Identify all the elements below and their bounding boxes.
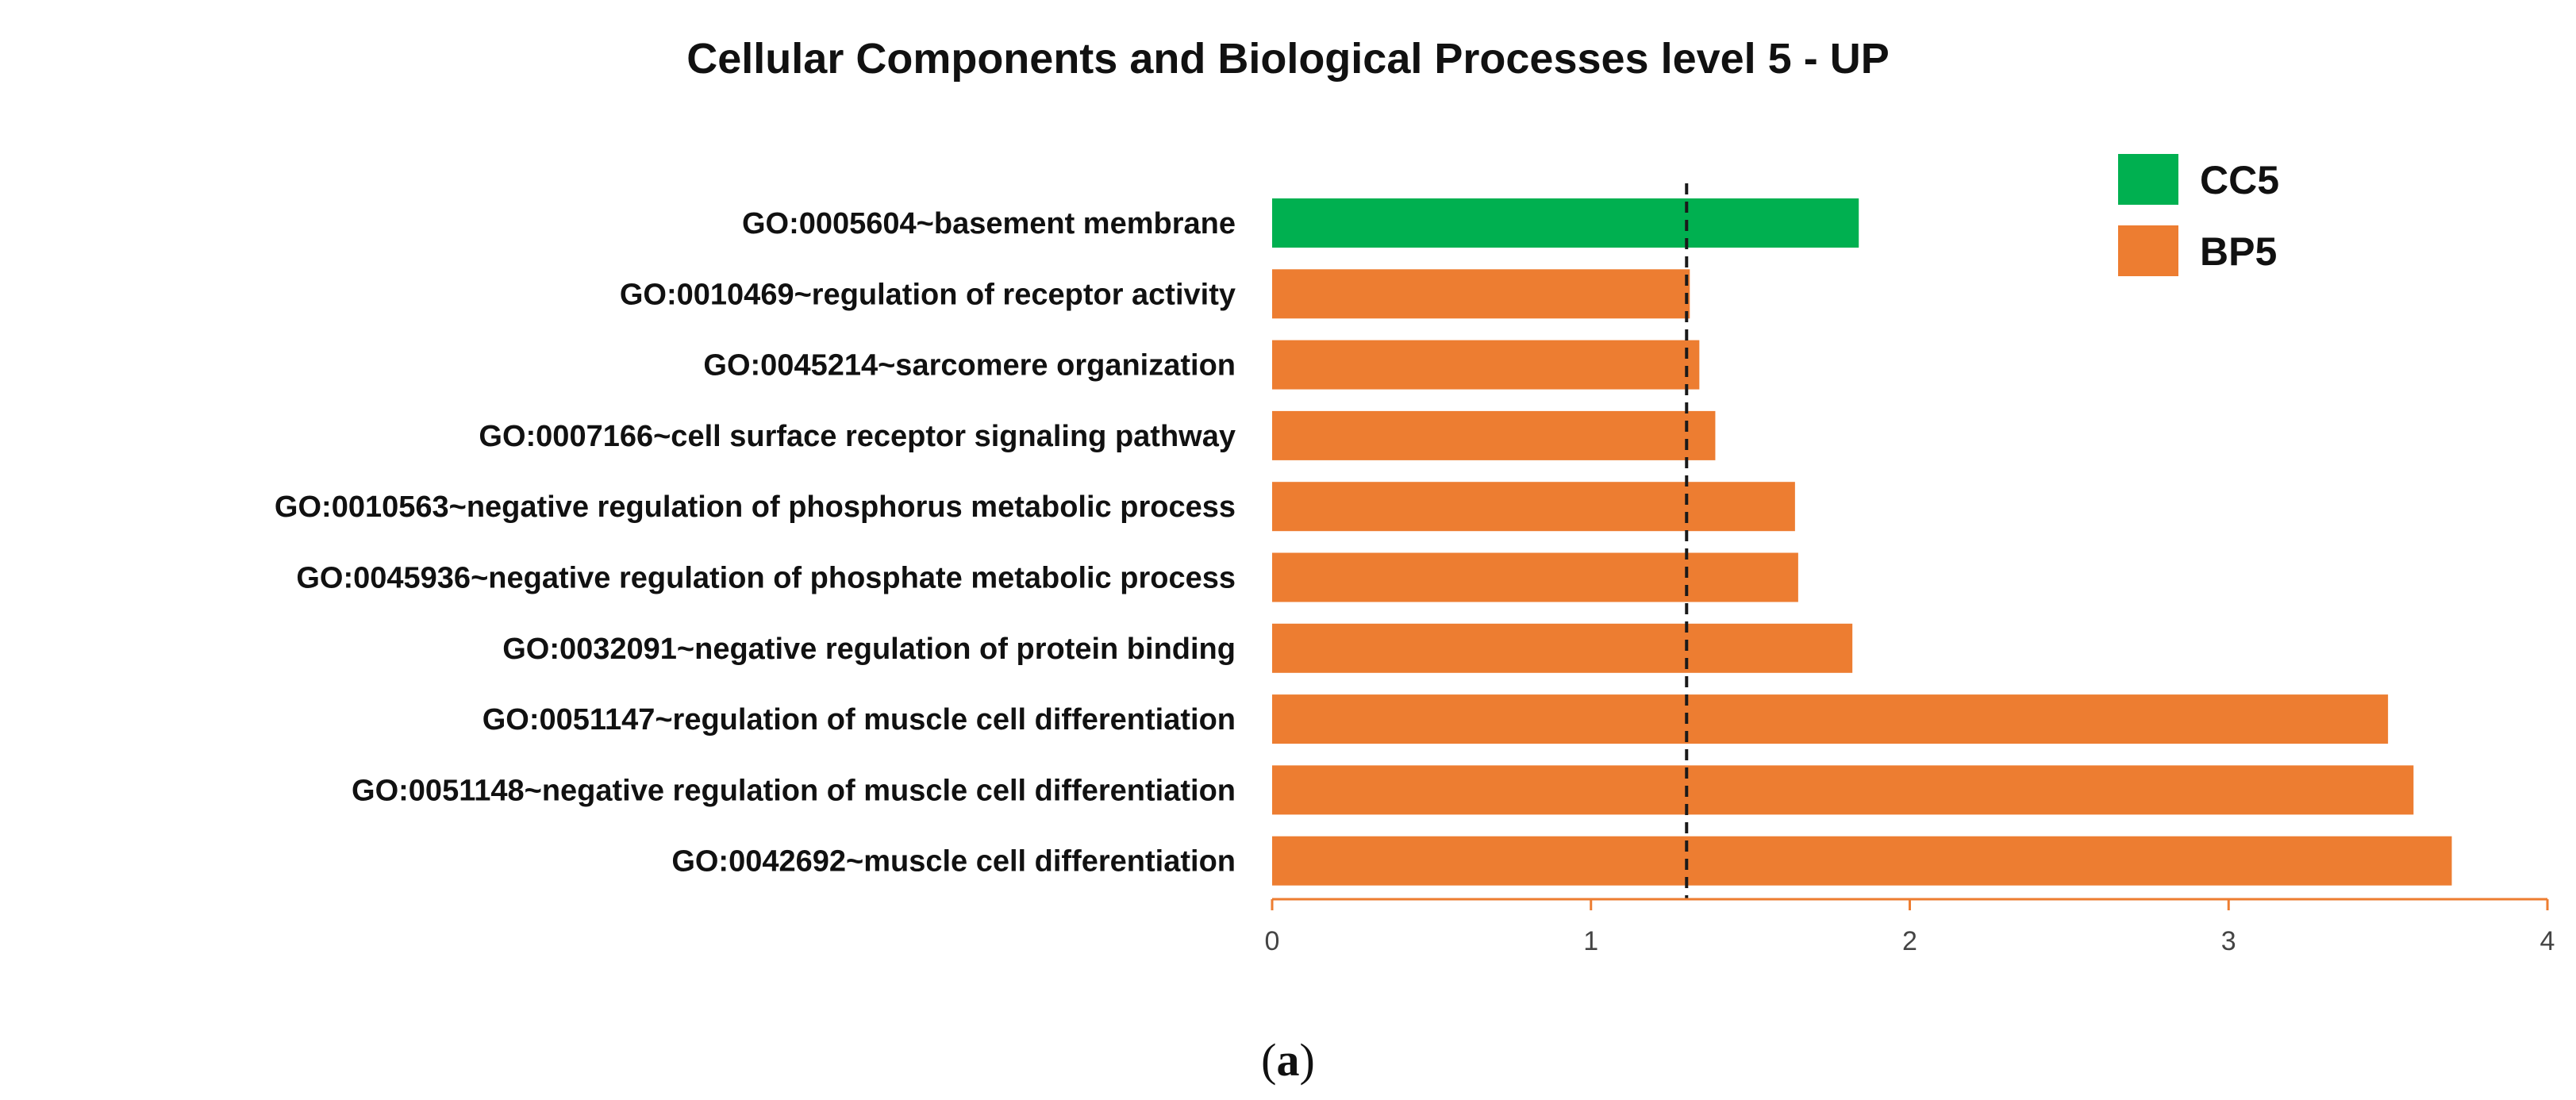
- bar-1: [1272, 198, 1859, 248]
- bar-8: [1272, 694, 2389, 744]
- category-label: GO:0010469~regulation of receptor activi…: [620, 278, 1236, 311]
- category-label: GO:0045214~sarcomere organization: [703, 349, 1236, 383]
- chart-title: Cellular Components and Biological Proce…: [686, 35, 1889, 83]
- category-label: GO:0010563~negative regulation of phosph…: [275, 490, 1236, 524]
- bar-10: [1272, 836, 2452, 886]
- category-label: GO:0007166~cell surface receptor signali…: [479, 420, 1236, 453]
- bars-layer: [1272, 183, 2452, 899]
- category-label: GO:0051147~regulation of muscle cell dif…: [483, 703, 1236, 737]
- caption-open: (: [1261, 1034, 1276, 1086]
- caption-close: ): [1300, 1034, 1315, 1086]
- legend-swatch-cc5: [2118, 154, 2178, 205]
- bar-5: [1272, 482, 1795, 532]
- category-label: GO:0042692~muscle cell differentiation: [671, 845, 1236, 879]
- x-tick-label: 0: [1265, 926, 1280, 956]
- x-axis: 0 1 2 3 4: [1265, 898, 2555, 956]
- category-label: GO:0032091~negative regulation of protei…: [502, 633, 1236, 666]
- bar-2: [1272, 269, 1690, 319]
- category-label: GO:0045936~negative regulation of phosph…: [296, 562, 1236, 595]
- figure-caption: (a): [1261, 1034, 1315, 1086]
- x-tick-label: 3: [2221, 926, 2236, 956]
- bar-6: [1272, 552, 1798, 602]
- bar-9: [1272, 765, 2414, 815]
- category-label: GO:0005604~basement membrane: [742, 207, 1236, 240]
- legend-label-bp5: BP5: [2200, 229, 2277, 274]
- category-labels: GO:0005604~basement membrane GO:0010469~r…: [275, 207, 1236, 879]
- legend: CC5 BP5: [2118, 154, 2279, 276]
- bar-3: [1272, 340, 1700, 390]
- legend-swatch-bp5: [2118, 225, 2178, 276]
- bar-7: [1272, 623, 1853, 673]
- bar-4: [1272, 410, 1716, 460]
- legend-label-cc5: CC5: [2200, 158, 2279, 202]
- x-tick-label: 4: [2540, 926, 2555, 956]
- category-label: GO:0051148~negative regulation of muscle…: [352, 774, 1236, 807]
- x-tick-label: 2: [1902, 926, 1917, 956]
- x-tick-label: 1: [1583, 926, 1598, 956]
- caption-letter: a: [1277, 1034, 1300, 1086]
